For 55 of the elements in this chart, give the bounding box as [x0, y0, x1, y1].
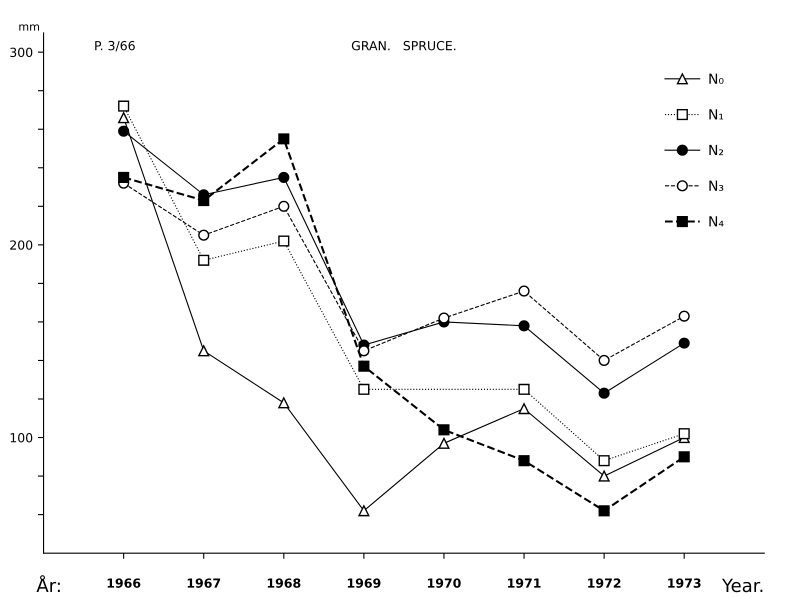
text: År: [36, 575, 60, 592]
x-tick-label: 1969 [348, 578, 380, 588]
y-tick-label: 300 [10, 48, 32, 58]
point [358, 384, 370, 395]
point [198, 230, 210, 241]
text: GRAN. SPRUCE. [352, 40, 456, 50]
point [678, 338, 690, 349]
x-tick-label: 1972 [588, 578, 620, 588]
point [278, 172, 290, 183]
point [598, 354, 610, 366]
y-axis-title: mm [19, 24, 40, 31]
point [358, 505, 370, 516]
x-tick-label: 1968 [268, 578, 300, 588]
legend-label: N₀ [709, 74, 724, 84]
point [278, 200, 290, 212]
x-tick-label: 1973 [668, 578, 701, 588]
point [678, 451, 690, 462]
legend-label: N₂ [709, 144, 724, 156]
point [438, 312, 450, 324]
x-tick-label: 1966 [108, 578, 140, 588]
legend-label: N₄ [709, 216, 724, 226]
point [518, 455, 530, 466]
point [598, 505, 610, 516]
x-axis-title: Year. [722, 578, 762, 592]
point [358, 345, 370, 356]
y-tick-label: 200 [10, 240, 32, 250]
point [118, 100, 130, 112]
point [438, 424, 450, 436]
point [118, 172, 130, 183]
point [278, 133, 290, 144]
x-tick-label: 1967 [188, 578, 220, 588]
legend-label: N₃ [709, 180, 724, 191]
point [678, 310, 690, 322]
point [438, 438, 450, 449]
point [518, 320, 530, 332]
point [518, 384, 530, 395]
point [358, 360, 370, 372]
legend-label: N₁ [709, 109, 724, 120]
x-tick-label: 1971 [508, 578, 541, 588]
annotation: P. 3/66 [95, 40, 135, 52]
y-tick-label: 100 [10, 433, 32, 442]
x-tick-label: 1970 [428, 578, 461, 588]
point [198, 254, 210, 266]
point [598, 388, 610, 399]
point [198, 194, 210, 206]
point [278, 397, 290, 408]
point [518, 286, 530, 297]
point [678, 428, 690, 440]
point [598, 470, 610, 482]
point [278, 235, 290, 247]
point [118, 112, 130, 124]
point [198, 345, 210, 356]
point [118, 126, 130, 137]
point [518, 403, 530, 414]
point [598, 455, 610, 466]
